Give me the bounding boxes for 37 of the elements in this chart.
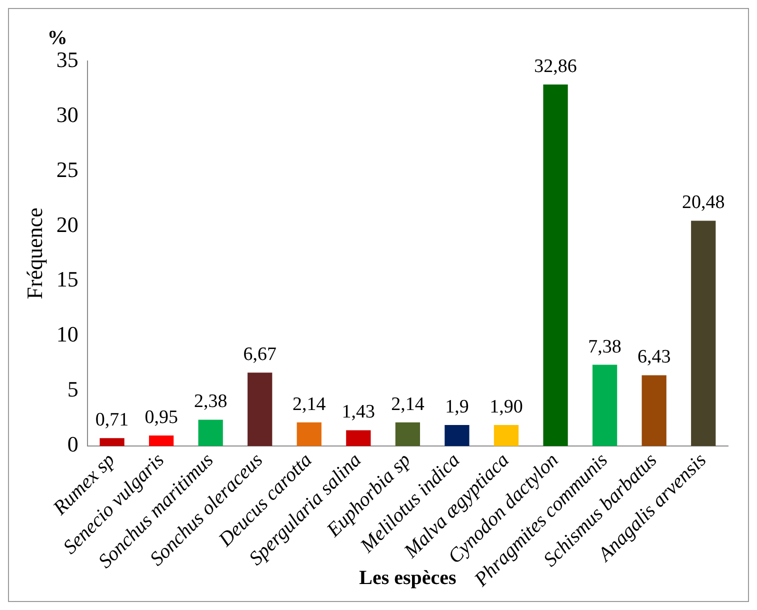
bar	[444, 425, 470, 446]
y-tick-label: 35	[56, 46, 78, 72]
data-label: 20,48	[682, 192, 725, 214]
bar	[148, 435, 174, 446]
bar	[691, 220, 716, 446]
data-label: 0,95	[144, 406, 178, 428]
data-label: 6,43	[637, 346, 671, 368]
data-label: 1,90	[490, 396, 523, 418]
bar	[494, 425, 519, 446]
y-tick-label: 5	[67, 376, 78, 402]
bar	[248, 372, 272, 446]
data-label: 2,14	[292, 394, 326, 415]
data-label: 1,9	[445, 396, 469, 418]
data-label: 7,38	[588, 336, 622, 358]
y-tick-label: 20	[56, 212, 78, 237]
data-label: 1,43	[342, 402, 376, 423]
bar	[296, 422, 322, 446]
text: %	[47, 27, 68, 50]
y-axis-title: Fréquence	[22, 208, 47, 300]
y-tick-label: 30	[56, 102, 78, 127]
bar	[642, 375, 666, 446]
data-label: 2,14	[391, 394, 425, 415]
data-label: 6,67	[243, 344, 276, 366]
bar	[592, 364, 618, 446]
data-label: 2,38	[194, 391, 228, 412]
y-tick-label: 15	[56, 266, 78, 292]
bar	[543, 84, 568, 446]
bar	[395, 422, 420, 446]
y-tick-label: 10	[56, 322, 78, 347]
bar	[198, 420, 223, 446]
data-label: 0,71	[95, 410, 129, 431]
bar	[346, 430, 371, 446]
bar	[100, 438, 124, 446]
x-axis-title: Les espèces	[359, 567, 457, 590]
y-tick-label: 25	[56, 156, 78, 182]
data-label: 32,86	[534, 56, 577, 78]
y-tick-label: 0	[67, 432, 78, 457]
